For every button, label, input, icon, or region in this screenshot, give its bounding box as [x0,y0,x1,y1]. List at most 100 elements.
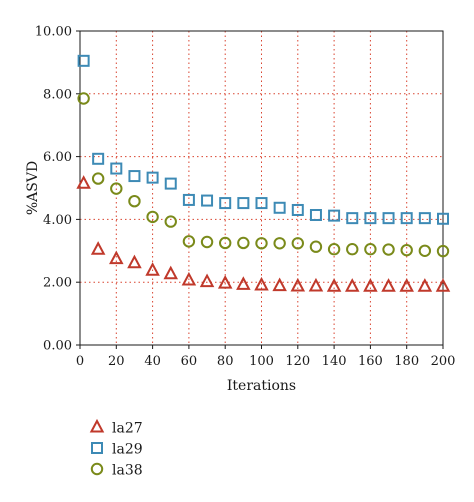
y-tick-label: 0.00 [43,339,72,354]
series-la38 [77,92,450,258]
data-point-la29 [146,171,159,184]
data-point-la27 [399,278,414,292]
data-point-la29 [219,197,232,210]
legend-marker-square [91,442,103,454]
data-point-la27 [326,278,342,292]
data-point-la29 [437,212,449,225]
data-point-la27 [217,275,233,289]
data-point-la38 [309,240,323,253]
data-point-la38 [346,243,359,256]
grid-lines [80,31,443,345]
data-point-la29 [382,212,395,225]
data-point-la38 [200,235,214,249]
data-point-la38 [219,236,232,250]
data-markers [76,54,451,292]
legend-item-la27: la27 [89,418,143,437]
x-tick-label: 80 [217,354,234,369]
data-point-la29 [164,177,177,190]
data-point-la29 [110,162,123,175]
data-point-la27 [127,254,142,269]
legend: la27 la29 la38 [89,418,143,479]
data-point-la38 [128,194,141,208]
data-point-la38 [382,243,395,256]
data-point-la29 [309,209,322,222]
data-point-la27 [272,277,287,292]
data-point-la27 [344,278,360,292]
data-point-la38 [110,182,123,195]
data-point-la27 [435,278,451,292]
data-point-la38 [291,237,304,250]
x-axis-label: Iterations [227,378,296,394]
x-tick-label: 140 [322,354,347,369]
data-point-la29 [328,209,341,222]
data-point-la27 [90,241,106,255]
data-point-la38 [364,243,377,256]
data-point-la38 [77,92,90,105]
data-point-la27 [254,276,269,291]
legend-marker-circle [90,462,104,476]
series-la27 [76,175,451,292]
data-point-la27 [145,262,160,276]
data-point-la38 [273,237,286,250]
x-tick-label: 200 [431,354,456,369]
data-point-la27 [363,278,378,292]
y-tick-label: 6.00 [43,150,72,165]
x-tick-label: 100 [249,354,274,369]
data-point-la29 [77,54,90,67]
y-tick-label: 4.00 [43,213,72,228]
x-tick-labels: 0 20 40 60 80 100 120 140 160 180 200 [76,354,456,369]
y-axis-label: %ASVD [25,161,41,215]
data-point-la29 [364,212,377,225]
legend-label: la27 [112,421,143,437]
data-point-la29 [291,203,304,216]
data-point-la27 [163,265,179,280]
data-point-la29 [201,194,214,207]
y-tick-label: 2.00 [43,276,72,291]
legend-item-la29: la29 [91,442,143,458]
series-la29 [77,54,449,225]
data-point-la27 [76,175,91,189]
data-point-la29 [346,212,359,225]
legend-label: la29 [112,442,143,458]
y-tick-label: 10.00 [35,25,72,40]
data-point-la27 [308,277,324,292]
data-point-la38 [164,215,177,228]
data-point-la29 [128,170,141,183]
data-point-la38 [237,236,250,250]
legend-marker-triangle [89,418,105,433]
data-point-la29 [92,152,105,165]
data-point-la38 [400,243,413,257]
data-point-la27 [290,277,306,292]
data-point-la27 [199,273,215,288]
data-point-la38 [182,235,196,248]
data-point-la29 [182,193,195,206]
y-tick-label: 8.00 [43,87,72,102]
data-point-la27 [236,276,251,290]
legend-item-la38: la38 [90,462,143,479]
x-tick-label: 180 [394,354,419,369]
data-point-la38 [436,244,450,258]
y-tick-labels: 0.00 2.00 4.00 6.00 8.00 10.00 [35,25,72,354]
x-tick-label: 60 [181,354,198,369]
data-point-la27 [381,278,396,292]
data-point-la27 [181,271,197,286]
x-tick-label: 40 [144,354,161,369]
data-point-la27 [417,278,433,292]
x-tick-label: 160 [358,354,383,369]
x-tick-label: 0 [76,354,84,369]
data-point-la27 [109,250,124,265]
data-point-la38 [418,244,432,258]
data-point-la38 [255,237,268,250]
data-point-la29 [255,197,268,210]
data-point-la29 [400,212,413,225]
axis-ticks [76,30,444,349]
data-point-la29 [273,201,286,214]
x-tick-label: 120 [285,354,310,369]
data-point-la29 [237,197,250,210]
data-point-la38 [146,210,159,224]
data-point-la29 [418,212,431,225]
legend-label: la38 [112,463,143,479]
data-point-la38 [91,172,105,185]
x-tick-label: 20 [108,354,125,369]
